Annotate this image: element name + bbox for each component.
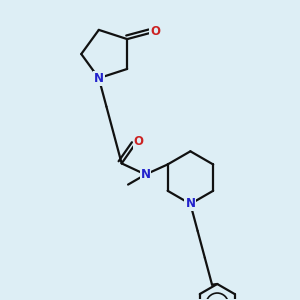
Text: O: O	[134, 135, 144, 148]
Text: O: O	[150, 25, 160, 38]
Text: N: N	[185, 197, 195, 210]
Text: N: N	[140, 168, 151, 181]
Text: N: N	[94, 72, 104, 85]
